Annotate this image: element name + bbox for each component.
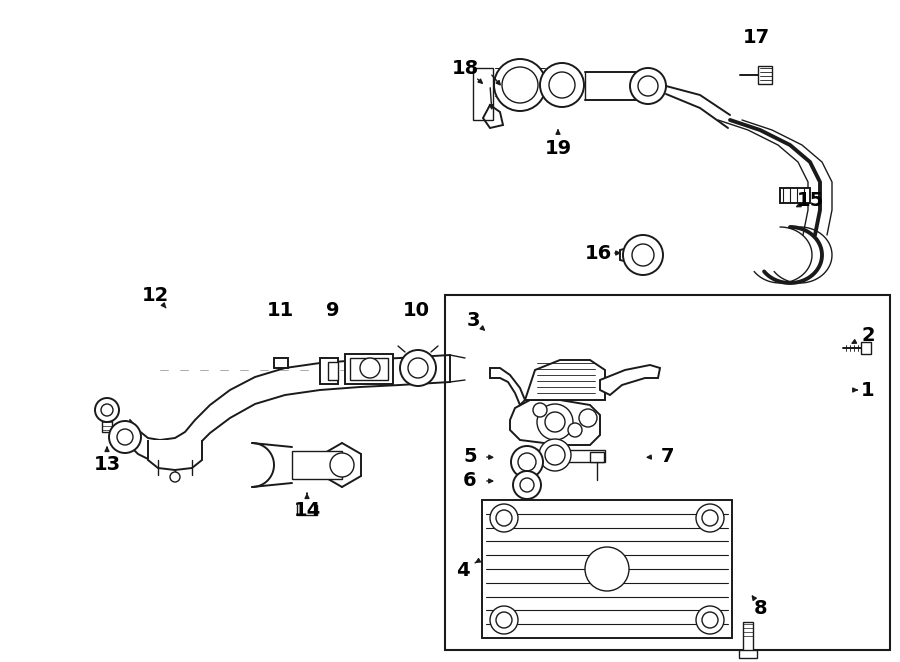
Bar: [515, 450, 605, 462]
Circle shape: [511, 446, 543, 478]
Text: 6: 6: [464, 471, 477, 491]
Circle shape: [360, 358, 380, 378]
Circle shape: [490, 504, 518, 532]
Bar: [861, 342, 871, 354]
Circle shape: [632, 244, 654, 266]
Circle shape: [330, 453, 354, 477]
Circle shape: [496, 510, 512, 526]
Bar: [345, 354, 393, 384]
Circle shape: [490, 606, 518, 634]
Circle shape: [502, 67, 538, 103]
Circle shape: [545, 445, 565, 465]
Circle shape: [585, 547, 629, 591]
Bar: [350, 358, 388, 380]
Text: 4: 4: [456, 561, 470, 579]
Text: 17: 17: [742, 28, 770, 46]
Bar: [780, 188, 810, 203]
Bar: [292, 451, 342, 479]
Text: 7: 7: [662, 446, 675, 465]
Circle shape: [623, 235, 663, 275]
Circle shape: [494, 59, 546, 111]
Polygon shape: [525, 360, 605, 400]
Text: 12: 12: [141, 285, 168, 305]
Text: 10: 10: [402, 301, 429, 320]
Polygon shape: [490, 368, 525, 405]
Polygon shape: [148, 440, 202, 470]
Bar: [482, 500, 732, 638]
Bar: [758, 66, 772, 84]
Text: 8: 8: [754, 598, 768, 618]
Circle shape: [545, 412, 565, 432]
Circle shape: [95, 398, 119, 422]
Circle shape: [539, 439, 571, 471]
Circle shape: [638, 76, 658, 96]
Text: 14: 14: [293, 500, 320, 520]
Circle shape: [400, 350, 436, 386]
Polygon shape: [483, 105, 503, 128]
Circle shape: [533, 403, 547, 417]
Circle shape: [408, 358, 428, 378]
Bar: [473, 68, 493, 120]
Circle shape: [702, 510, 718, 526]
Circle shape: [109, 421, 141, 453]
Text: 3: 3: [466, 310, 480, 330]
Text: 1: 1: [861, 381, 875, 399]
Text: 15: 15: [796, 191, 824, 209]
Circle shape: [101, 404, 113, 416]
Bar: [274, 358, 288, 368]
Bar: [102, 420, 112, 432]
Circle shape: [696, 606, 724, 634]
Polygon shape: [620, 248, 628, 262]
Text: 13: 13: [94, 455, 121, 475]
Circle shape: [520, 478, 534, 492]
Circle shape: [513, 471, 541, 499]
Circle shape: [630, 68, 666, 104]
Circle shape: [496, 612, 512, 628]
Circle shape: [568, 423, 582, 437]
Text: 11: 11: [266, 301, 293, 320]
Text: 2: 2: [861, 326, 875, 344]
Circle shape: [549, 72, 575, 98]
Bar: [590, 452, 604, 462]
Text: 18: 18: [452, 58, 479, 77]
Bar: [320, 358, 338, 384]
Circle shape: [537, 404, 573, 440]
Circle shape: [117, 429, 133, 445]
Text: 16: 16: [584, 244, 612, 263]
Text: 9: 9: [327, 301, 340, 320]
Circle shape: [518, 453, 536, 471]
Bar: [445, 295, 890, 650]
Bar: [739, 650, 757, 658]
Polygon shape: [510, 400, 600, 445]
Text: 19: 19: [544, 138, 572, 158]
Bar: [743, 622, 753, 652]
Text: 5: 5: [464, 446, 477, 465]
Circle shape: [170, 472, 180, 482]
Circle shape: [579, 409, 597, 427]
Bar: [328, 362, 338, 380]
Polygon shape: [600, 365, 660, 395]
Circle shape: [540, 63, 584, 107]
Circle shape: [702, 612, 718, 628]
Circle shape: [696, 504, 724, 532]
